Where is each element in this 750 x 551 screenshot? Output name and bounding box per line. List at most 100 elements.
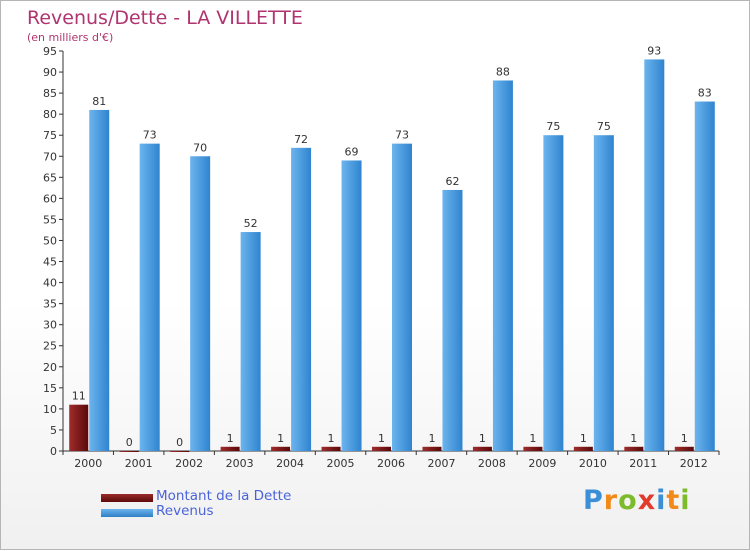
dette-bar — [271, 446, 291, 451]
revenus-bar — [694, 101, 715, 452]
dette-bar — [573, 446, 593, 451]
dette-value-label: 0 — [126, 436, 133, 449]
x-tick-label: 2011 — [629, 457, 657, 470]
x-tick-label: 2002 — [175, 457, 203, 470]
x-tick-label: 2006 — [377, 457, 405, 470]
x-tick-label: 2004 — [276, 457, 304, 470]
revenus-bar — [89, 109, 110, 452]
dette-value-label: 1 — [428, 432, 435, 445]
dette-value-label: 11 — [72, 390, 86, 403]
dette-value-label: 1 — [227, 432, 234, 445]
x-tick-label: 2000 — [74, 457, 102, 470]
revenus-bar — [644, 59, 665, 451]
revenus-bar — [593, 135, 614, 452]
x-tick-label: 2001 — [125, 457, 153, 470]
dette-value-label: 1 — [277, 432, 284, 445]
y-tick-label: 25 — [43, 340, 57, 353]
revenus-bar — [139, 143, 160, 451]
revenus-value-label: 88 — [496, 65, 510, 78]
logo-letter: i — [680, 485, 691, 516]
legend-swatch-dette — [101, 494, 153, 502]
revenus-bar — [392, 143, 412, 451]
revenus-value-label: 75 — [546, 120, 560, 133]
y-tick-label: 40 — [43, 277, 57, 290]
dette-bar — [422, 446, 442, 451]
legend-label-revenus: Revenus — [156, 503, 214, 519]
revenus-value-label: 62 — [445, 175, 459, 188]
dette-bar — [523, 446, 543, 451]
y-tick-label: 80 — [43, 108, 57, 121]
y-tick-label: 5 — [50, 424, 57, 437]
revenus-value-label: 72 — [294, 133, 308, 146]
dette-value-label: 1 — [630, 432, 637, 445]
y-tick-label: 60 — [43, 192, 57, 205]
logo-letter: o — [618, 485, 638, 516]
revenus-bar — [291, 147, 312, 451]
x-tick-label: 2007 — [427, 457, 455, 470]
dette-value-label: 1 — [580, 432, 587, 445]
revenus-bar — [190, 156, 211, 451]
revenus-value-label: 81 — [92, 95, 106, 108]
logo-letter: t — [666, 485, 681, 516]
revenus-bar — [492, 80, 513, 451]
y-tick-label: 15 — [43, 382, 57, 395]
dette-bar — [119, 451, 139, 452]
y-tick-label: 35 — [43, 298, 57, 311]
y-tick-label: 65 — [43, 171, 57, 184]
legend-swatch-revenus — [101, 509, 153, 517]
y-tick-label: 45 — [43, 256, 57, 269]
chart-title: Revenus/Dette - LA VILLETTE — [27, 7, 303, 29]
revenus-value-label: 52 — [244, 217, 258, 230]
revenus-value-label: 69 — [345, 145, 359, 158]
dette-bar — [472, 446, 492, 451]
revenus-value-label: 75 — [597, 120, 611, 133]
y-tick-label: 30 — [43, 319, 57, 332]
dette-value-label: 1 — [328, 432, 335, 445]
x-tick-label: 2009 — [528, 457, 556, 470]
dette-value-label: 1 — [681, 432, 688, 445]
revenus-bar — [341, 160, 362, 451]
revenus-value-label: 83 — [698, 87, 712, 100]
dette-bar — [624, 446, 644, 451]
dette-bar — [372, 446, 391, 451]
revenus-value-label: 70 — [193, 141, 207, 154]
y-tick-label: 10 — [43, 403, 57, 416]
legend-label-dette: Montant de la Dette — [156, 488, 292, 504]
dette-bar — [69, 404, 89, 451]
y-tick-label: 50 — [43, 234, 57, 247]
y-tick-label: 55 — [43, 213, 57, 226]
revenus-value-label: 73 — [143, 129, 157, 142]
dette-value-label: 1 — [529, 432, 536, 445]
y-tick-label: 95 — [43, 45, 57, 58]
logo-letter: P — [583, 485, 604, 516]
dette-value-label: 0 — [176, 436, 183, 449]
y-tick-label: 0 — [50, 445, 57, 458]
x-tick-label: 2005 — [327, 457, 355, 470]
logo-letter: r — [603, 485, 619, 516]
chart-subtitle: (en milliers d'€) — [27, 31, 114, 44]
y-tick-label: 75 — [43, 129, 57, 142]
y-tick-label: 70 — [43, 150, 57, 163]
dette-bar — [321, 446, 341, 451]
revenus-bar — [442, 189, 463, 451]
dette-bar — [674, 446, 694, 451]
x-tick-label: 2010 — [579, 457, 607, 470]
revenus-bar — [543, 135, 564, 452]
revenus-value-label: 73 — [395, 129, 409, 142]
y-tick-label: 85 — [43, 87, 57, 100]
dette-value-label: 1 — [479, 432, 486, 445]
logo-letter: i — [656, 485, 667, 516]
x-tick-label: 2003 — [226, 457, 254, 470]
revenus-value-label: 93 — [647, 44, 661, 57]
logo-letter: x — [637, 485, 657, 516]
revenus-bar — [240, 232, 261, 451]
dette-bar — [170, 451, 190, 452]
x-tick-label: 2008 — [478, 457, 506, 470]
y-tick-label: 20 — [43, 361, 57, 374]
dette-value-label: 1 — [378, 432, 385, 445]
x-tick-label: 2012 — [680, 457, 708, 470]
dette-bar — [220, 446, 240, 451]
proxiti-logo: Proxiti — [583, 485, 691, 516]
